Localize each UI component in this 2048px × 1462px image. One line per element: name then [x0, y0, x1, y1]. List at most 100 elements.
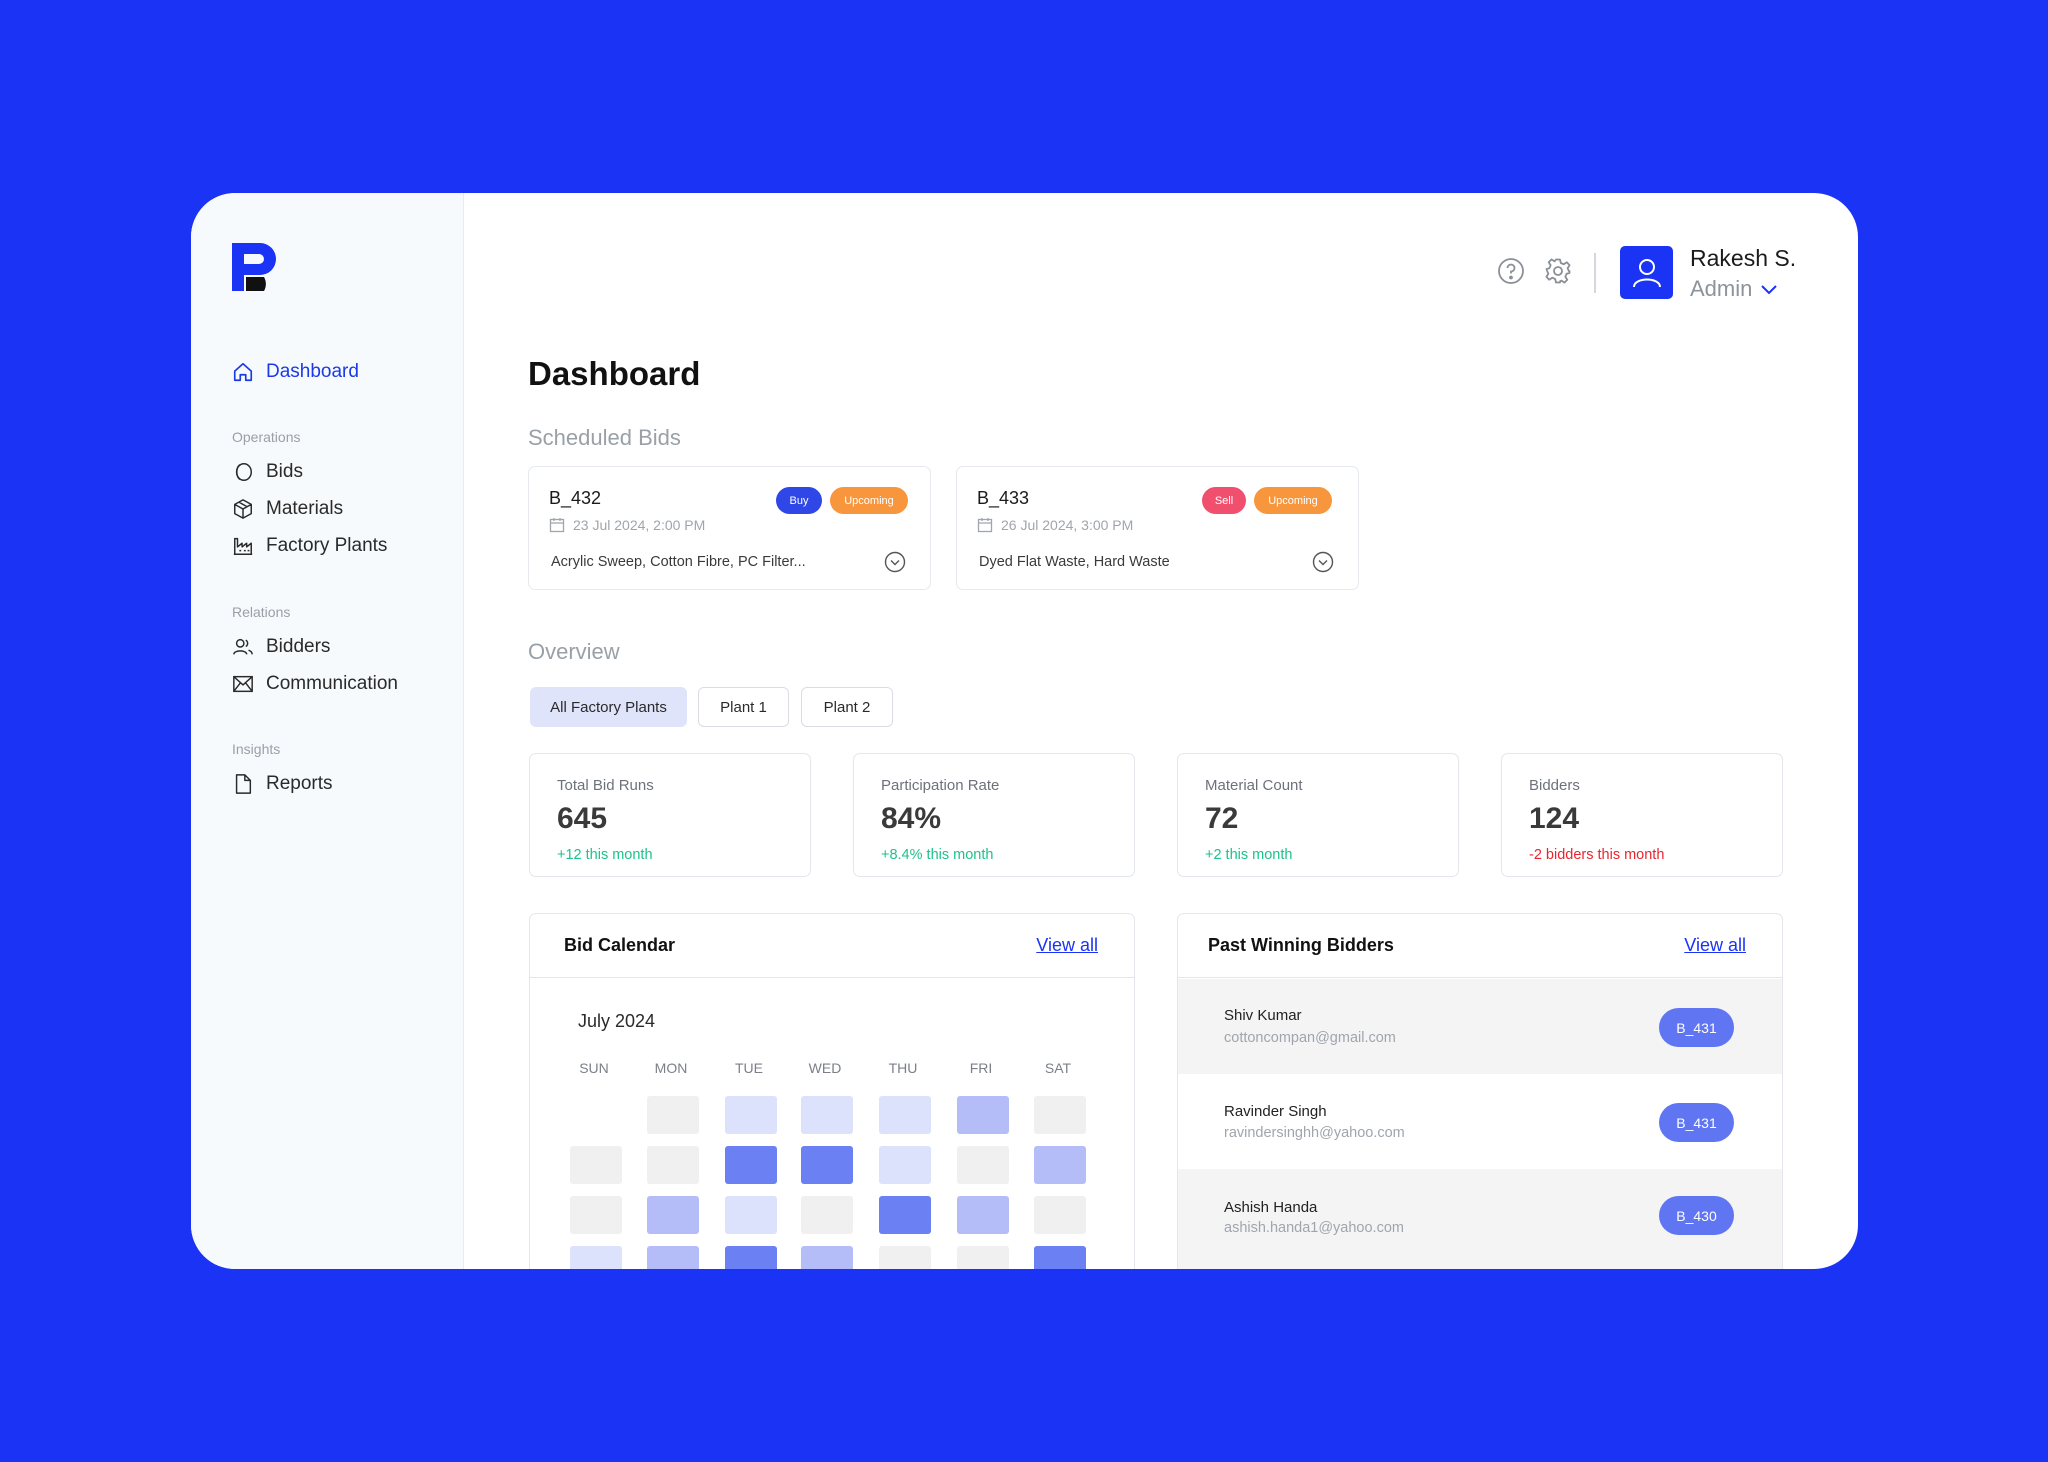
- past-winning-bidders-panel: Past Winning Bidders View all Shiv Kumar…: [1177, 913, 1783, 1269]
- stat-value: 645: [557, 802, 608, 835]
- sidebar: Dashboard Operations Bids Materials Fact…: [191, 193, 464, 1269]
- calendar-day-cell[interactable]: [725, 1196, 777, 1234]
- help-icon[interactable]: [1497, 257, 1525, 285]
- chevron-down-circle-icon[interactable]: [1312, 551, 1334, 573]
- overview-title: Overview: [528, 639, 620, 664]
- stat-card-bidders: Bidders 124 -2 bidders this month: [1501, 753, 1783, 877]
- user-avatar[interactable]: [1620, 246, 1673, 299]
- sidebar-item-bidders[interactable]: Bidders: [232, 636, 330, 658]
- user-role-dropdown[interactable]: Admin: [1690, 276, 1778, 302]
- list-item[interactable]: Shiv Kumar cottoncompan@gmail.com B_431: [1178, 979, 1782, 1074]
- sidebar-item-bids[interactable]: Bids: [232, 461, 303, 483]
- calendar-day-cell[interactable]: [957, 1146, 1009, 1184]
- calendar-day-cell[interactable]: [725, 1096, 777, 1134]
- tab-plant-1[interactable]: Plant 1: [698, 687, 789, 727]
- calendar-day-cell[interactable]: [570, 1146, 622, 1184]
- bid-date: 26 Jul 2024, 3:00 PM: [977, 517, 1133, 533]
- view-all-link[interactable]: View all: [1684, 935, 1746, 955]
- stat-value: 84%: [881, 802, 942, 835]
- bid-type-badge: Sell: [1202, 487, 1246, 514]
- stat-change: +2 this month: [1205, 847, 1293, 863]
- calendar-day-cell[interactable]: [879, 1096, 931, 1134]
- calendar-day-cell[interactable]: [647, 1246, 699, 1269]
- calendar-day-cell[interactable]: [801, 1196, 853, 1234]
- stat-card-total-bid-runs: Total Bid Runs 645 +12 this month: [529, 753, 811, 877]
- calendar-day-cell[interactable]: [1034, 1146, 1086, 1184]
- calendar-day-cell[interactable]: [879, 1196, 931, 1234]
- stat-value: 124: [1529, 802, 1580, 835]
- bid-materials: Dyed Flat Waste, Hard Waste: [979, 554, 1170, 570]
- day-of-week: THU: [888, 1060, 918, 1076]
- calendar-day-cell[interactable]: [957, 1246, 1009, 1269]
- calendar-day-cell[interactable]: [879, 1246, 931, 1269]
- day-of-week: TUE: [735, 1060, 763, 1076]
- home-icon: [233, 362, 253, 382]
- panel-header: Past Winning Bidders View all: [1178, 914, 1782, 978]
- chevron-down-circle-icon[interactable]: [884, 551, 906, 573]
- bid-card[interactable]: B_432 Buy Upcoming 23 Jul 2024, 2:00 PM …: [528, 466, 931, 590]
- coin-icon: [235, 463, 252, 481]
- calendar-day-cell[interactable]: [570, 1246, 622, 1269]
- calendar-day-cell[interactable]: [1034, 1246, 1086, 1269]
- tab-all-factory-plants[interactable]: All Factory Plants: [530, 687, 687, 727]
- calendar-day-cell[interactable]: [647, 1096, 699, 1134]
- stat-change: -2 bidders this month: [1529, 847, 1665, 863]
- calendar-day-cell[interactable]: [801, 1246, 853, 1269]
- panel-title: Bid Calendar: [564, 935, 676, 955]
- calendar-day-cell[interactable]: [957, 1096, 1009, 1134]
- list-item[interactable]: Ravinder Singh ravindersinghh@yahoo.com …: [1178, 1074, 1782, 1169]
- bid-calendar-panel: Bid Calendar View all July 2024 SUN MON …: [529, 913, 1135, 1269]
- bidder-email: ravindersinghh@yahoo.com: [1224, 1125, 1405, 1141]
- day-of-week: WED: [808, 1060, 842, 1076]
- calendar-day-cell[interactable]: [725, 1246, 777, 1269]
- calendar-icon: [549, 518, 565, 533]
- sidebar-item-materials[interactable]: Materials: [232, 498, 343, 520]
- sidebar-item-label: Materials: [266, 498, 344, 519]
- calendar-day-cell[interactable]: [725, 1146, 777, 1184]
- box-icon: [234, 499, 252, 519]
- sidebar-item-factory-plants[interactable]: Factory Plants: [232, 535, 387, 557]
- list-item[interactable]: Ashish Handa ashish.handa1@yahoo.com B_4…: [1178, 1169, 1782, 1269]
- bid-id-pill[interactable]: B_430: [1659, 1196, 1734, 1235]
- stat-label: Total Bid Runs: [557, 777, 654, 794]
- calendar-day-cell[interactable]: [801, 1146, 853, 1184]
- bidder-name: Ravinder Singh: [1224, 1103, 1327, 1120]
- user-icon: [1632, 258, 1661, 287]
- calendar-day-cell[interactable]: [647, 1196, 699, 1234]
- sidebar-item-label: Dashboard: [266, 361, 359, 382]
- sidebar-item-reports[interactable]: Reports: [232, 773, 333, 795]
- sidebar-item-dashboard[interactable]: Dashboard: [232, 361, 359, 383]
- factory-icon: [233, 537, 253, 555]
- calendar-day-cell[interactable]: [957, 1196, 1009, 1234]
- nav-section-insights: Insights: [232, 741, 281, 757]
- tab-plant-2[interactable]: Plant 2: [801, 687, 893, 727]
- mail-icon: [233, 675, 253, 693]
- calendar-day-cell[interactable]: [1034, 1096, 1086, 1134]
- user-name: Rakesh S.: [1690, 245, 1797, 271]
- calendar-icon: [977, 518, 993, 533]
- bid-card[interactable]: B_433 Sell Upcoming 26 Jul 2024, 3:00 PM…: [956, 466, 1359, 590]
- document-icon: [235, 774, 252, 794]
- stat-label: Material Count: [1205, 777, 1303, 794]
- chevron-down-icon: [1761, 285, 1778, 295]
- calendar-day-cell[interactable]: [801, 1096, 853, 1134]
- bid-date-text: 23 Jul 2024, 2:00 PM: [573, 517, 706, 533]
- view-all-link[interactable]: View all: [1036, 935, 1098, 955]
- header-divider: [1594, 253, 1596, 293]
- brand-logo: [232, 243, 276, 291]
- calendar-day-cell[interactable]: [1034, 1196, 1086, 1234]
- calendar-day-cell[interactable]: [879, 1146, 931, 1184]
- scheduled-bids-title: Scheduled Bids: [528, 425, 681, 450]
- calendar-day-cell[interactable]: [570, 1196, 622, 1234]
- nav-section-operations: Operations: [232, 429, 301, 445]
- calendar-day-cell[interactable]: [647, 1146, 699, 1184]
- stat-label: Bidders: [1529, 777, 1580, 794]
- settings-gear-icon[interactable]: [1544, 257, 1572, 285]
- bid-id-pill[interactable]: B_431: [1659, 1103, 1734, 1142]
- bidder-name: Shiv Kumar: [1224, 1007, 1302, 1024]
- stat-card-material-count: Material Count 72 +2 this month: [1177, 753, 1459, 877]
- sidebar-item-label: Factory Plants: [266, 535, 388, 556]
- bid-id-pill[interactable]: B_431: [1659, 1008, 1734, 1047]
- sidebar-item-communication[interactable]: Communication: [232, 673, 398, 695]
- stat-label: Participation Rate: [881, 777, 1000, 794]
